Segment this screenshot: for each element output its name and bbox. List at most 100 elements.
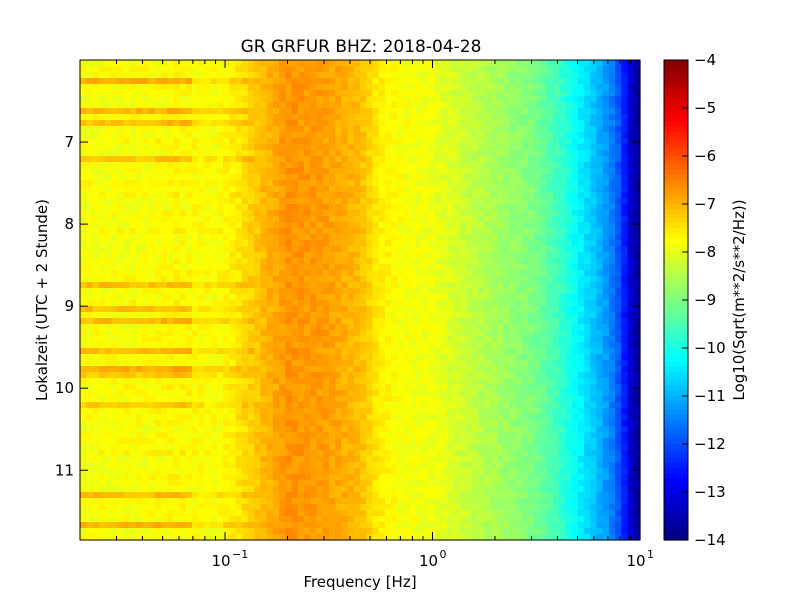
heatmap-cell xyxy=(428,180,436,187)
heatmap-cell xyxy=(428,384,436,391)
heatmap-cell xyxy=(633,90,641,97)
heatmap-cell xyxy=(534,144,542,151)
heatmap-cell xyxy=(248,306,255,313)
heatmap-cell xyxy=(496,366,504,373)
heatmap-cell xyxy=(123,234,131,241)
heatmap-cell xyxy=(136,366,143,373)
heatmap-cell xyxy=(397,132,405,139)
heatmap-cell xyxy=(428,378,436,385)
heatmap-cell xyxy=(254,360,262,367)
heatmap-cell xyxy=(179,360,187,367)
heatmap-cell xyxy=(534,378,542,385)
heatmap-cell xyxy=(584,282,591,289)
heatmap-cell xyxy=(241,318,249,325)
heatmap-cell xyxy=(422,138,430,145)
heatmap-cell xyxy=(528,294,535,301)
heatmap-cell xyxy=(111,282,118,289)
heatmap-cell xyxy=(198,84,206,91)
heatmap-cell xyxy=(241,264,249,271)
heatmap-cell xyxy=(204,192,212,199)
heatmap-cell xyxy=(104,156,112,163)
heatmap-cell xyxy=(104,144,112,151)
heatmap-cell xyxy=(372,228,380,235)
heatmap-cell xyxy=(503,240,510,247)
heatmap-cell xyxy=(248,84,255,91)
heatmap-cell xyxy=(210,114,218,121)
heatmap-cell xyxy=(229,102,237,109)
heatmap-cell xyxy=(192,318,199,325)
heatmap-cell xyxy=(347,114,355,121)
heatmap-cell xyxy=(484,366,492,373)
heatmap-cell xyxy=(552,246,560,253)
heatmap-cell xyxy=(621,144,629,151)
heatmap-cell xyxy=(571,294,579,301)
heatmap-cell xyxy=(565,258,573,265)
heatmap-cell xyxy=(92,390,100,397)
heatmap-cell xyxy=(503,144,510,151)
heatmap-cell xyxy=(104,186,112,193)
heatmap-cell xyxy=(160,306,168,313)
heatmap-cell xyxy=(552,270,560,277)
heatmap-cell xyxy=(235,312,243,319)
heatmap-cell xyxy=(484,240,492,247)
heatmap-cell xyxy=(372,270,380,277)
heatmap-cell xyxy=(490,384,498,391)
heatmap-cell xyxy=(509,66,517,73)
heatmap-cell xyxy=(384,126,392,133)
heatmap-cell xyxy=(260,90,268,97)
heatmap-cell xyxy=(173,294,181,301)
heatmap-cell xyxy=(546,306,554,313)
heatmap-cell xyxy=(86,168,94,175)
heatmap-cell xyxy=(86,372,94,379)
heatmap-cell xyxy=(366,348,374,355)
heatmap-cell xyxy=(216,180,224,187)
heatmap-cell xyxy=(397,258,405,265)
heatmap-cell xyxy=(316,66,324,73)
heatmap-cell xyxy=(534,240,542,247)
heatmap-cell xyxy=(422,270,430,277)
heatmap-cell xyxy=(540,330,548,337)
heatmap-cell xyxy=(285,222,293,229)
heatmap-cell xyxy=(167,234,174,241)
heatmap-cell xyxy=(241,150,249,157)
heatmap-cell xyxy=(335,210,342,217)
heatmap-cell xyxy=(322,300,330,307)
heatmap-cell xyxy=(360,342,367,349)
heatmap-cell xyxy=(285,390,293,397)
heatmap-cell xyxy=(528,174,535,181)
heatmap-cell xyxy=(621,312,629,319)
heatmap-cell xyxy=(577,336,585,343)
heatmap-cell xyxy=(80,354,87,361)
heatmap-cell xyxy=(577,246,585,253)
heatmap-cell xyxy=(540,114,548,121)
heatmap-cell xyxy=(185,336,193,343)
heatmap-cell xyxy=(198,264,206,271)
heatmap-cell xyxy=(360,66,367,73)
heatmap-cell xyxy=(136,150,143,157)
heatmap-cell xyxy=(496,276,504,283)
heatmap-cell xyxy=(360,294,367,301)
heatmap-cell xyxy=(223,102,230,109)
heatmap-cell xyxy=(104,318,112,325)
heatmap-cell xyxy=(546,324,554,331)
heatmap-cell xyxy=(584,312,591,319)
heatmap-cell xyxy=(310,282,318,289)
heatmap-cell xyxy=(627,246,635,253)
heatmap-cell xyxy=(353,336,361,343)
heatmap-cell xyxy=(372,174,380,181)
heatmap-cell xyxy=(123,222,131,229)
heatmap-cell xyxy=(347,228,355,235)
heatmap-cell xyxy=(347,324,355,331)
heatmap-cell xyxy=(397,288,405,295)
heatmap-cell xyxy=(602,186,610,193)
heatmap-cell xyxy=(621,132,629,139)
heatmap-cell xyxy=(229,60,237,67)
heatmap-cell xyxy=(484,282,492,289)
heatmap-cell xyxy=(378,372,386,379)
heatmap-cell xyxy=(391,312,398,319)
heatmap-cell xyxy=(608,162,616,169)
heatmap-cell xyxy=(552,204,560,211)
heatmap-cell xyxy=(577,102,585,109)
heatmap-cell xyxy=(416,90,423,97)
heatmap-cell xyxy=(129,258,137,265)
